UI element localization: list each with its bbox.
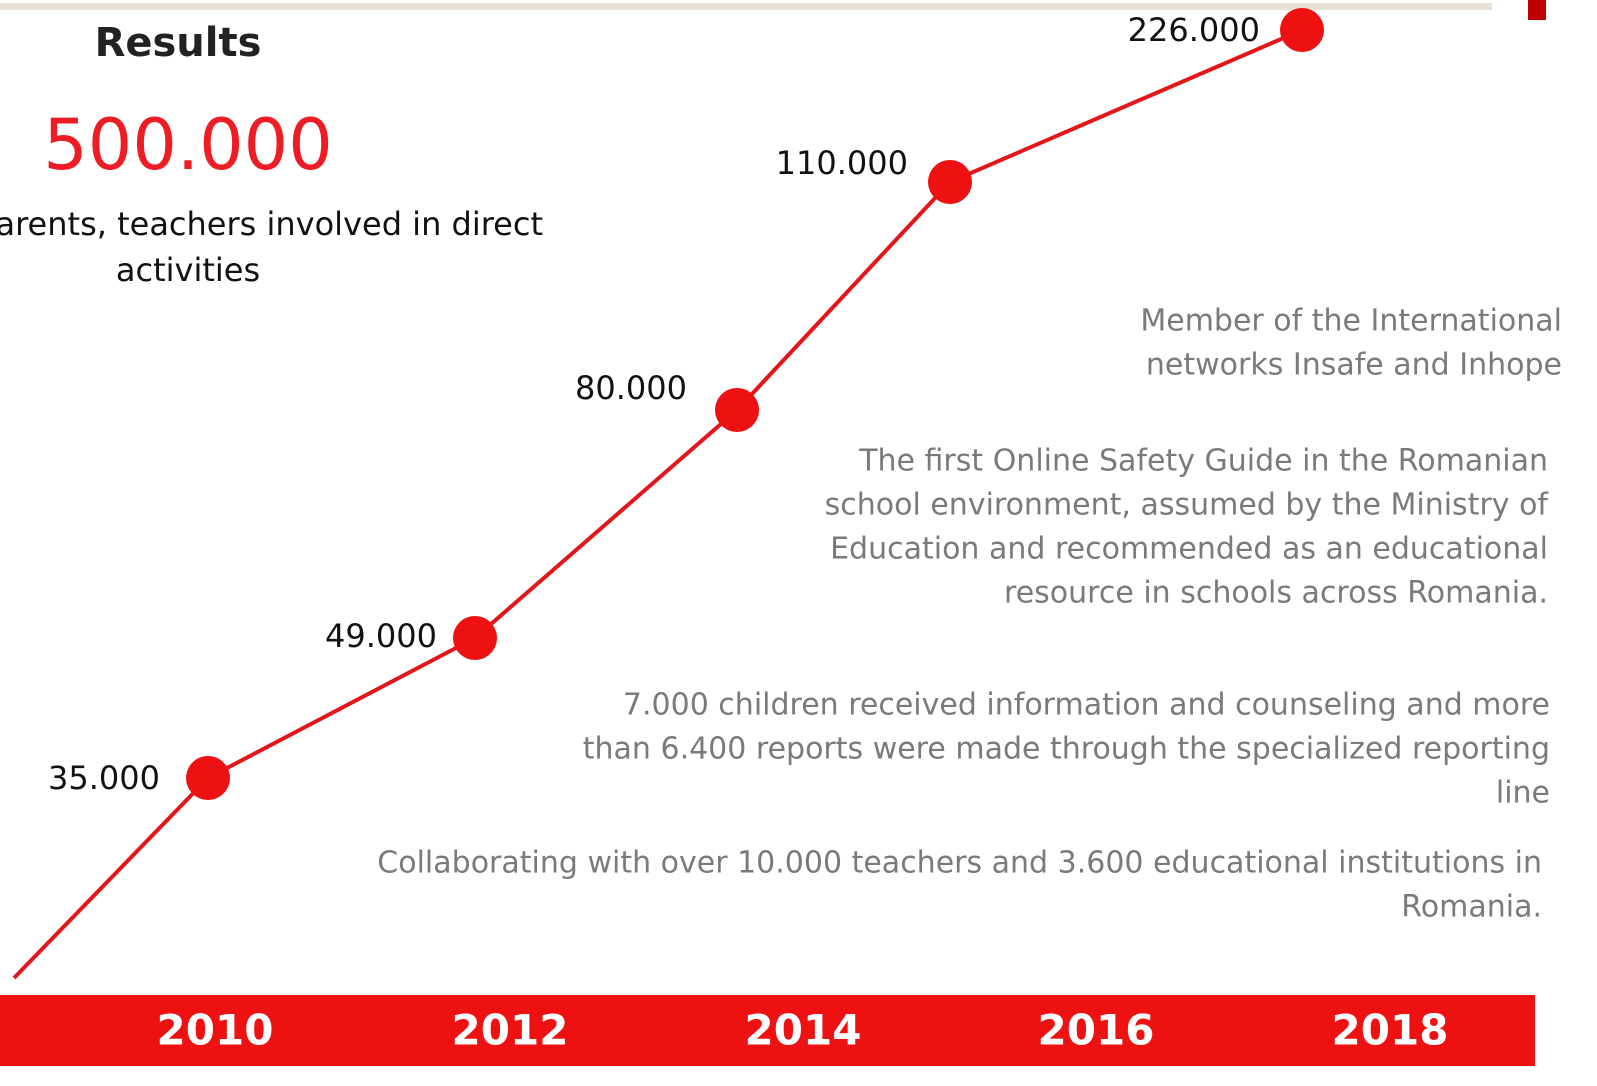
year-label: 2016: [1038, 1006, 1155, 1055]
note-line: 7.000 children received information and …: [623, 688, 1550, 723]
highlight: 500.000: [43, 104, 332, 186]
year-label: 2014: [745, 1006, 862, 1055]
point: [1280, 8, 1324, 52]
growth-line: [12, 28, 1303, 980]
top-rule: [0, 3, 1492, 10]
note-line: resource in schools across Romania.: [1004, 576, 1548, 611]
point-label: 226.000: [1128, 11, 1260, 49]
year-bar: [0, 995, 1535, 1066]
point: [928, 160, 972, 204]
caption-line: parents, teachers involved in direct: [0, 205, 543, 243]
point-label: 35.000: [48, 759, 160, 797]
note-line: line: [1496, 776, 1550, 811]
note-line: Collaborating with over 10.000 teachers …: [377, 846, 1542, 881]
note-line: Romania.: [1401, 890, 1542, 925]
corner-accent: [1528, 0, 1546, 20]
note-line: Member of the International: [1140, 304, 1562, 339]
point: [186, 756, 230, 800]
point-label: 110.000: [776, 144, 908, 182]
note-line: school environment, assumed by the Minis…: [825, 488, 1550, 523]
year-label: 2012: [452, 1006, 569, 1055]
point: [715, 388, 759, 432]
year-label: 2010: [157, 1006, 274, 1055]
note-line: than 6.400 reports were made through the…: [583, 732, 1550, 767]
note-line: The first Online Safety Guide in the Rom…: [858, 444, 1548, 479]
note-line: Education and recommended as an educatio…: [830, 532, 1548, 567]
point-label: 49.000: [325, 617, 437, 655]
caption-line: activities: [116, 251, 260, 289]
point-label: 80.000: [575, 369, 687, 407]
title: Results: [95, 20, 262, 66]
year-label: 2018: [1332, 1006, 1449, 1055]
point: [453, 616, 497, 660]
note-line: networks Insafe and Inhope: [1146, 348, 1562, 383]
